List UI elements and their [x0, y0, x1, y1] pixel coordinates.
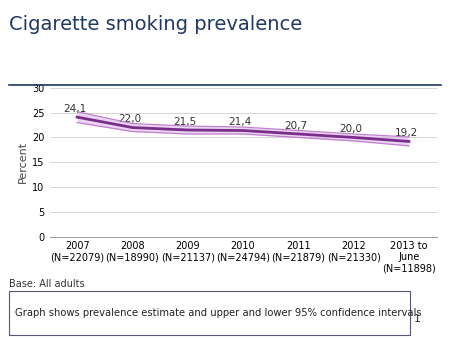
- Text: 21,5: 21,5: [173, 117, 197, 127]
- Text: 20,0: 20,0: [339, 124, 362, 134]
- Text: 19,2: 19,2: [395, 128, 418, 138]
- Text: Graph shows prevalence estimate and upper and lower 95% confidence intervals: Graph shows prevalence estimate and uppe…: [15, 308, 422, 318]
- Text: 22,0: 22,0: [118, 114, 141, 124]
- FancyBboxPatch shape: [9, 291, 410, 335]
- Text: 20,7: 20,7: [284, 121, 307, 131]
- Text: Cigarette smoking prevalence: Cigarette smoking prevalence: [9, 15, 302, 34]
- Text: 1: 1: [414, 314, 421, 324]
- Text: 21,4: 21,4: [229, 117, 252, 127]
- Text: Base: All adults: Base: All adults: [9, 279, 85, 289]
- Y-axis label: Percent: Percent: [18, 141, 28, 183]
- Text: 24,1: 24,1: [63, 104, 86, 114]
